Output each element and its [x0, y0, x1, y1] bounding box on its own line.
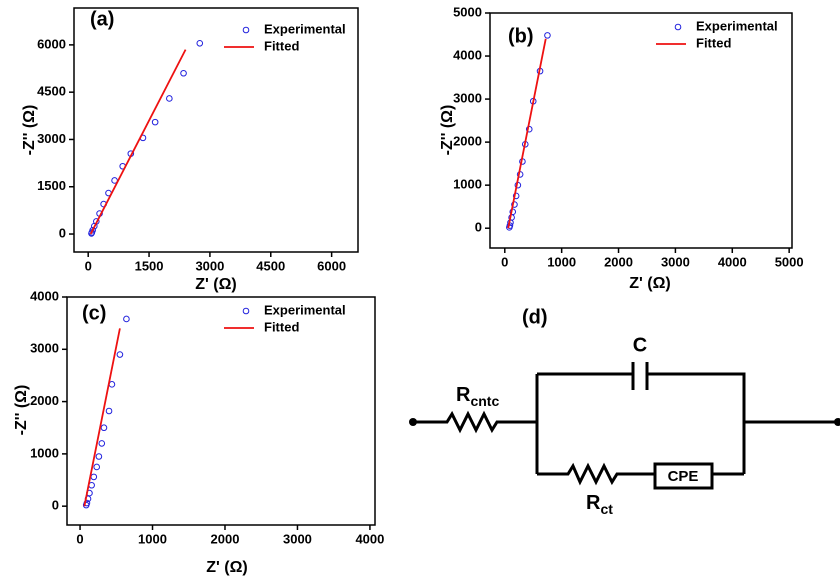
x-tick-label: 4000 [355, 531, 384, 546]
x-tick-label: 2000 [604, 254, 633, 269]
x-tick-label: 3000 [195, 258, 224, 273]
data-point [95, 453, 103, 460]
y-tick-label: 6000 [37, 36, 66, 51]
chart-panel: 0 1000 2000 3000 4000 5000 0 1000 2000 3000 4000 50… [439, 4, 803, 292]
data-point [105, 407, 113, 415]
y-tick-label: 4500 [37, 84, 66, 99]
wires [413, 372, 838, 486]
data-point [93, 463, 101, 471]
data-point [90, 222, 98, 230]
y-axis-label: -Z'' (Ω) [439, 105, 456, 156]
y-tick-label: 0 [52, 498, 59, 513]
data-point [511, 201, 518, 208]
y-axis-label: -Z'' (Ω) [21, 105, 38, 156]
x-axis-label: Z' (Ω) [629, 275, 671, 292]
r-ct-label: Rct [586, 492, 613, 516]
data-point [544, 32, 551, 39]
legend-label: Experimental [264, 302, 346, 317]
x-tick-label: 0 [76, 531, 83, 546]
panel-title: (b) [508, 25, 534, 47]
y-tick-label: 5000 [453, 4, 482, 19]
legend-label: Fitted [264, 38, 299, 53]
symbol: R [586, 492, 601, 514]
legend-marker [674, 23, 682, 31]
y-tick-label: 1000 [453, 177, 482, 192]
legend-label: Fitted [264, 319, 299, 334]
legend-label: Experimental [696, 18, 778, 33]
y-tick-label: 1500 [37, 178, 66, 193]
y-tick-label: 3000 [37, 131, 66, 146]
data-point [180, 69, 187, 77]
data-point [166, 95, 173, 102]
x-tick-label: 5000 [775, 254, 804, 269]
panel-title: (c) [82, 302, 106, 324]
y-tick-label: 4000 [453, 47, 482, 62]
fit-line [83, 328, 121, 507]
x-tick-label: 4500 [256, 258, 285, 273]
chart-panel: 0 1000 2000 3000 4000 0 1000 2000 3000 4000 Z' (Ω)… [13, 288, 384, 576]
legend-label: Fitted [696, 35, 731, 50]
fit-line [89, 49, 187, 235]
cpe-box [653, 462, 714, 490]
data-point [151, 118, 159, 126]
chart-panel: 0 1500 3000 4500 6000 0 1500 3000 4500 6000 Z' (Ω)… [21, 7, 359, 293]
legend-label: Experimental [264, 21, 346, 36]
plot-frame [489, 12, 793, 249]
plot-frame [73, 7, 359, 253]
x-tick-label: 4000 [718, 254, 747, 269]
y-tick-label: 3000 [30, 341, 59, 356]
cpe-label: CPE [668, 468, 699, 485]
subscript: ct [600, 501, 613, 517]
x-tick-label: 1500 [135, 258, 164, 273]
data-point [82, 501, 90, 509]
x-tick-label: 2000 [211, 531, 240, 546]
y-tick-label: 2000 [453, 134, 482, 149]
x-axis-label: Z' (Ω) [206, 559, 248, 576]
capacitor [631, 362, 649, 390]
plot-frame [66, 296, 376, 526]
data-point [90, 473, 98, 481]
y-tick-label: 0 [475, 220, 482, 235]
x-tick-label: 1000 [547, 254, 576, 269]
x-axis-label: Z' (Ω) [195, 276, 237, 293]
y-tick-label: 1000 [30, 445, 59, 460]
symbol: R [456, 384, 471, 406]
circuit-diagram: (d) C Rcntc CPE Rct [409, 306, 840, 517]
data-point [512, 192, 520, 200]
x-tick-label: 0 [85, 258, 92, 273]
legend-marker [242, 307, 250, 315]
y-axis-label: -Z'' (Ω) [13, 385, 30, 436]
x-tick-label: 6000 [317, 258, 346, 273]
data-point [100, 424, 108, 432]
data-point [116, 351, 124, 358]
r-contact-label: Rcntc [456, 384, 499, 408]
y-tick-label: 3000 [453, 91, 482, 106]
fit-line [507, 38, 547, 229]
x-tick-label: 3000 [661, 254, 690, 269]
data-point [98, 440, 106, 447]
x-tick-label: 1000 [138, 531, 167, 546]
x-tick-label: 3000 [283, 531, 312, 546]
data-point [196, 40, 204, 47]
y-tick-label: 4000 [30, 288, 59, 303]
panel-title: (d) [522, 306, 548, 328]
panel-title: (a) [90, 8, 114, 30]
subscript: cntc [470, 393, 499, 409]
y-tick-label: 0 [59, 225, 66, 240]
data-point [123, 315, 130, 323]
capacitor-label: C [633, 334, 647, 356]
x-tick-label: 0 [501, 254, 508, 269]
legend-marker [242, 26, 250, 34]
y-tick-label: 2000 [30, 393, 59, 408]
